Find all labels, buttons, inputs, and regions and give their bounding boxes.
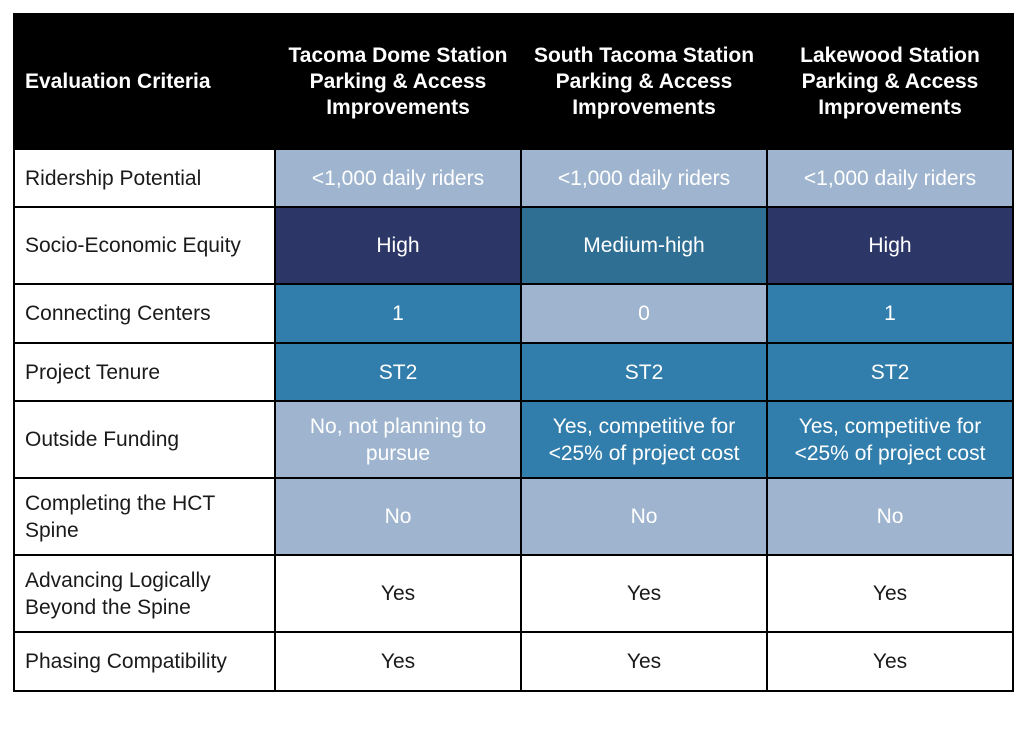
table-cell: 1: [274, 283, 522, 344]
criterion-label: Completing the HCT Spine: [13, 477, 276, 556]
table-cell: Medium-high: [520, 206, 768, 285]
header-south-tacoma: South Tacoma Station Parking & Access Im…: [520, 13, 768, 150]
table-header: Evaluation Criteria Tacoma Dome Station …: [13, 13, 1014, 150]
table-cell: Yes, competitive for <25% of project cos…: [520, 400, 768, 479]
table-cell: No, not planning to pursue: [274, 400, 522, 479]
criterion-label: Phasing Compatibility: [13, 631, 276, 692]
table-cell: High: [766, 206, 1014, 285]
table-row: Connecting Centers 1 0 1: [13, 283, 1014, 344]
table-row: Ridership Potential <1,000 daily riders …: [13, 148, 1014, 208]
table-row: Socio-Economic Equity High Medium-high H…: [13, 206, 1014, 285]
table-cell: Yes: [520, 631, 768, 692]
table-row: Completing the HCT Spine No No No: [13, 477, 1014, 556]
table-cell: ST2: [766, 342, 1014, 402]
table-cell: 1: [766, 283, 1014, 344]
table-cell: Yes: [274, 554, 522, 633]
criterion-label: Outside Funding: [13, 400, 276, 479]
criterion-label: Project Tenure: [13, 342, 276, 402]
table-cell: Yes: [520, 554, 768, 633]
evaluation-table: Evaluation Criteria Tacoma Dome Station …: [13, 13, 1014, 692]
header-evaluation-criteria: Evaluation Criteria: [13, 13, 276, 150]
criterion-label: Ridership Potential: [13, 148, 276, 208]
table-cell: <1,000 daily riders: [274, 148, 522, 208]
table-cell: No: [520, 477, 768, 556]
table-cell: Yes: [274, 631, 522, 692]
table-cell: No: [766, 477, 1014, 556]
table-row: Project Tenure ST2 ST2 ST2: [13, 342, 1014, 402]
table-cell: Yes: [766, 631, 1014, 692]
table-cell: ST2: [274, 342, 522, 402]
table-cell: <1,000 daily riders: [520, 148, 768, 208]
table-cell: ST2: [520, 342, 768, 402]
header-lakewood: Lakewood Station Parking & Access Improv…: [766, 13, 1014, 150]
criterion-label: Advancing Logically Beyond the Spine: [13, 554, 276, 633]
table-row: Phasing Compatibility Yes Yes Yes: [13, 631, 1014, 692]
table-cell: No: [274, 477, 522, 556]
criterion-label: Socio-Economic Equity: [13, 206, 276, 285]
table-body: Ridership Potential <1,000 daily riders …: [13, 148, 1014, 692]
table-cell: <1,000 daily riders: [766, 148, 1014, 208]
header-tacoma-dome: Tacoma Dome Station Parking & Access Imp…: [274, 13, 522, 150]
table-cell: Yes, competitive for <25% of project cos…: [766, 400, 1014, 479]
table-row: Advancing Logically Beyond the Spine Yes…: [13, 554, 1014, 633]
table-row: Outside Funding No, not planning to purs…: [13, 400, 1014, 479]
table-cell: Yes: [766, 554, 1014, 633]
criterion-label: Connecting Centers: [13, 283, 276, 344]
table-cell: High: [274, 206, 522, 285]
table-cell: 0: [520, 283, 768, 344]
header-row: Evaluation Criteria Tacoma Dome Station …: [13, 13, 1014, 150]
